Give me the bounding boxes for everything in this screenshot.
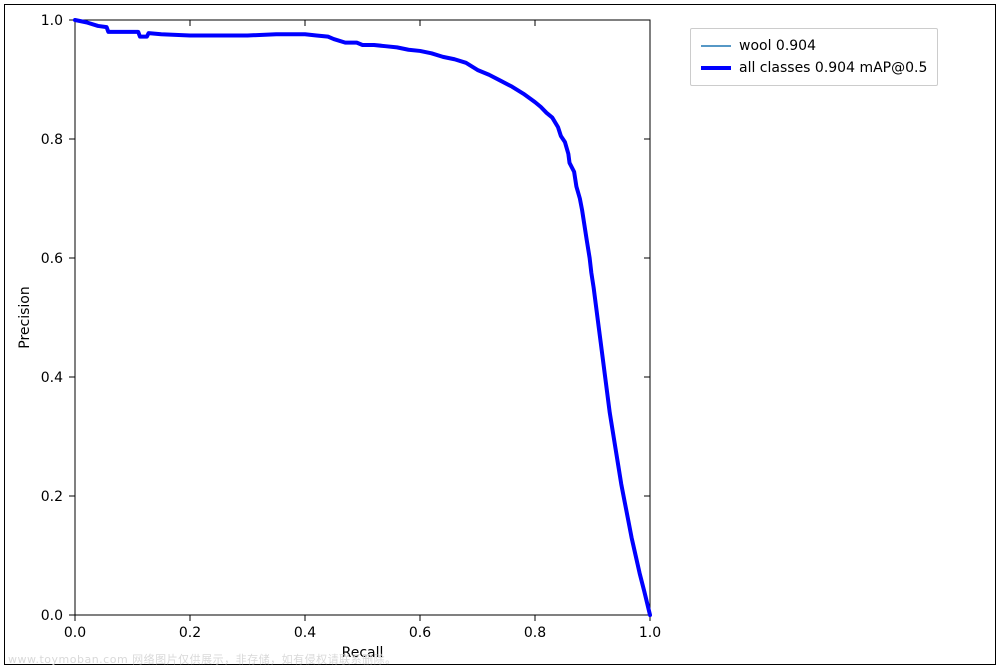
svg-text:0.4: 0.4 bbox=[294, 625, 316, 641]
svg-text:0.8: 0.8 bbox=[524, 625, 546, 641]
svg-text:1.0: 1.0 bbox=[639, 625, 661, 641]
svg-text:0.4: 0.4 bbox=[41, 370, 63, 386]
watermark-text: www.toymoban.com 网络图片仅供展示，非存储，如有侵权请联系删除。 bbox=[8, 651, 397, 667]
svg-text:0.6: 0.6 bbox=[41, 251, 63, 267]
svg-text:1.0: 1.0 bbox=[41, 13, 63, 29]
pr-curve-chart: 0.00.20.40.60.81.00.00.20.40.60.81.0Reca… bbox=[0, 0, 1000, 669]
legend: wool 0.904 all classes 0.904 mAP@0.5 bbox=[690, 28, 938, 86]
legend-label-all-classes: all classes 0.904 mAP@0.5 bbox=[739, 60, 927, 76]
svg-text:0.0: 0.0 bbox=[64, 625, 86, 641]
svg-text:0.2: 0.2 bbox=[179, 625, 201, 641]
legend-label-wool: wool 0.904 bbox=[739, 38, 816, 54]
legend-swatch-all-classes bbox=[701, 63, 731, 73]
svg-text:0.6: 0.6 bbox=[409, 625, 431, 641]
legend-item-all-classes: all classes 0.904 mAP@0.5 bbox=[701, 57, 927, 79]
svg-text:Precision: Precision bbox=[17, 286, 33, 348]
legend-item-wool: wool 0.904 bbox=[701, 35, 927, 57]
svg-text:0.0: 0.0 bbox=[41, 608, 63, 624]
svg-text:0.8: 0.8 bbox=[41, 132, 63, 148]
svg-text:0.2: 0.2 bbox=[41, 489, 63, 505]
legend-swatch-wool bbox=[701, 41, 731, 51]
